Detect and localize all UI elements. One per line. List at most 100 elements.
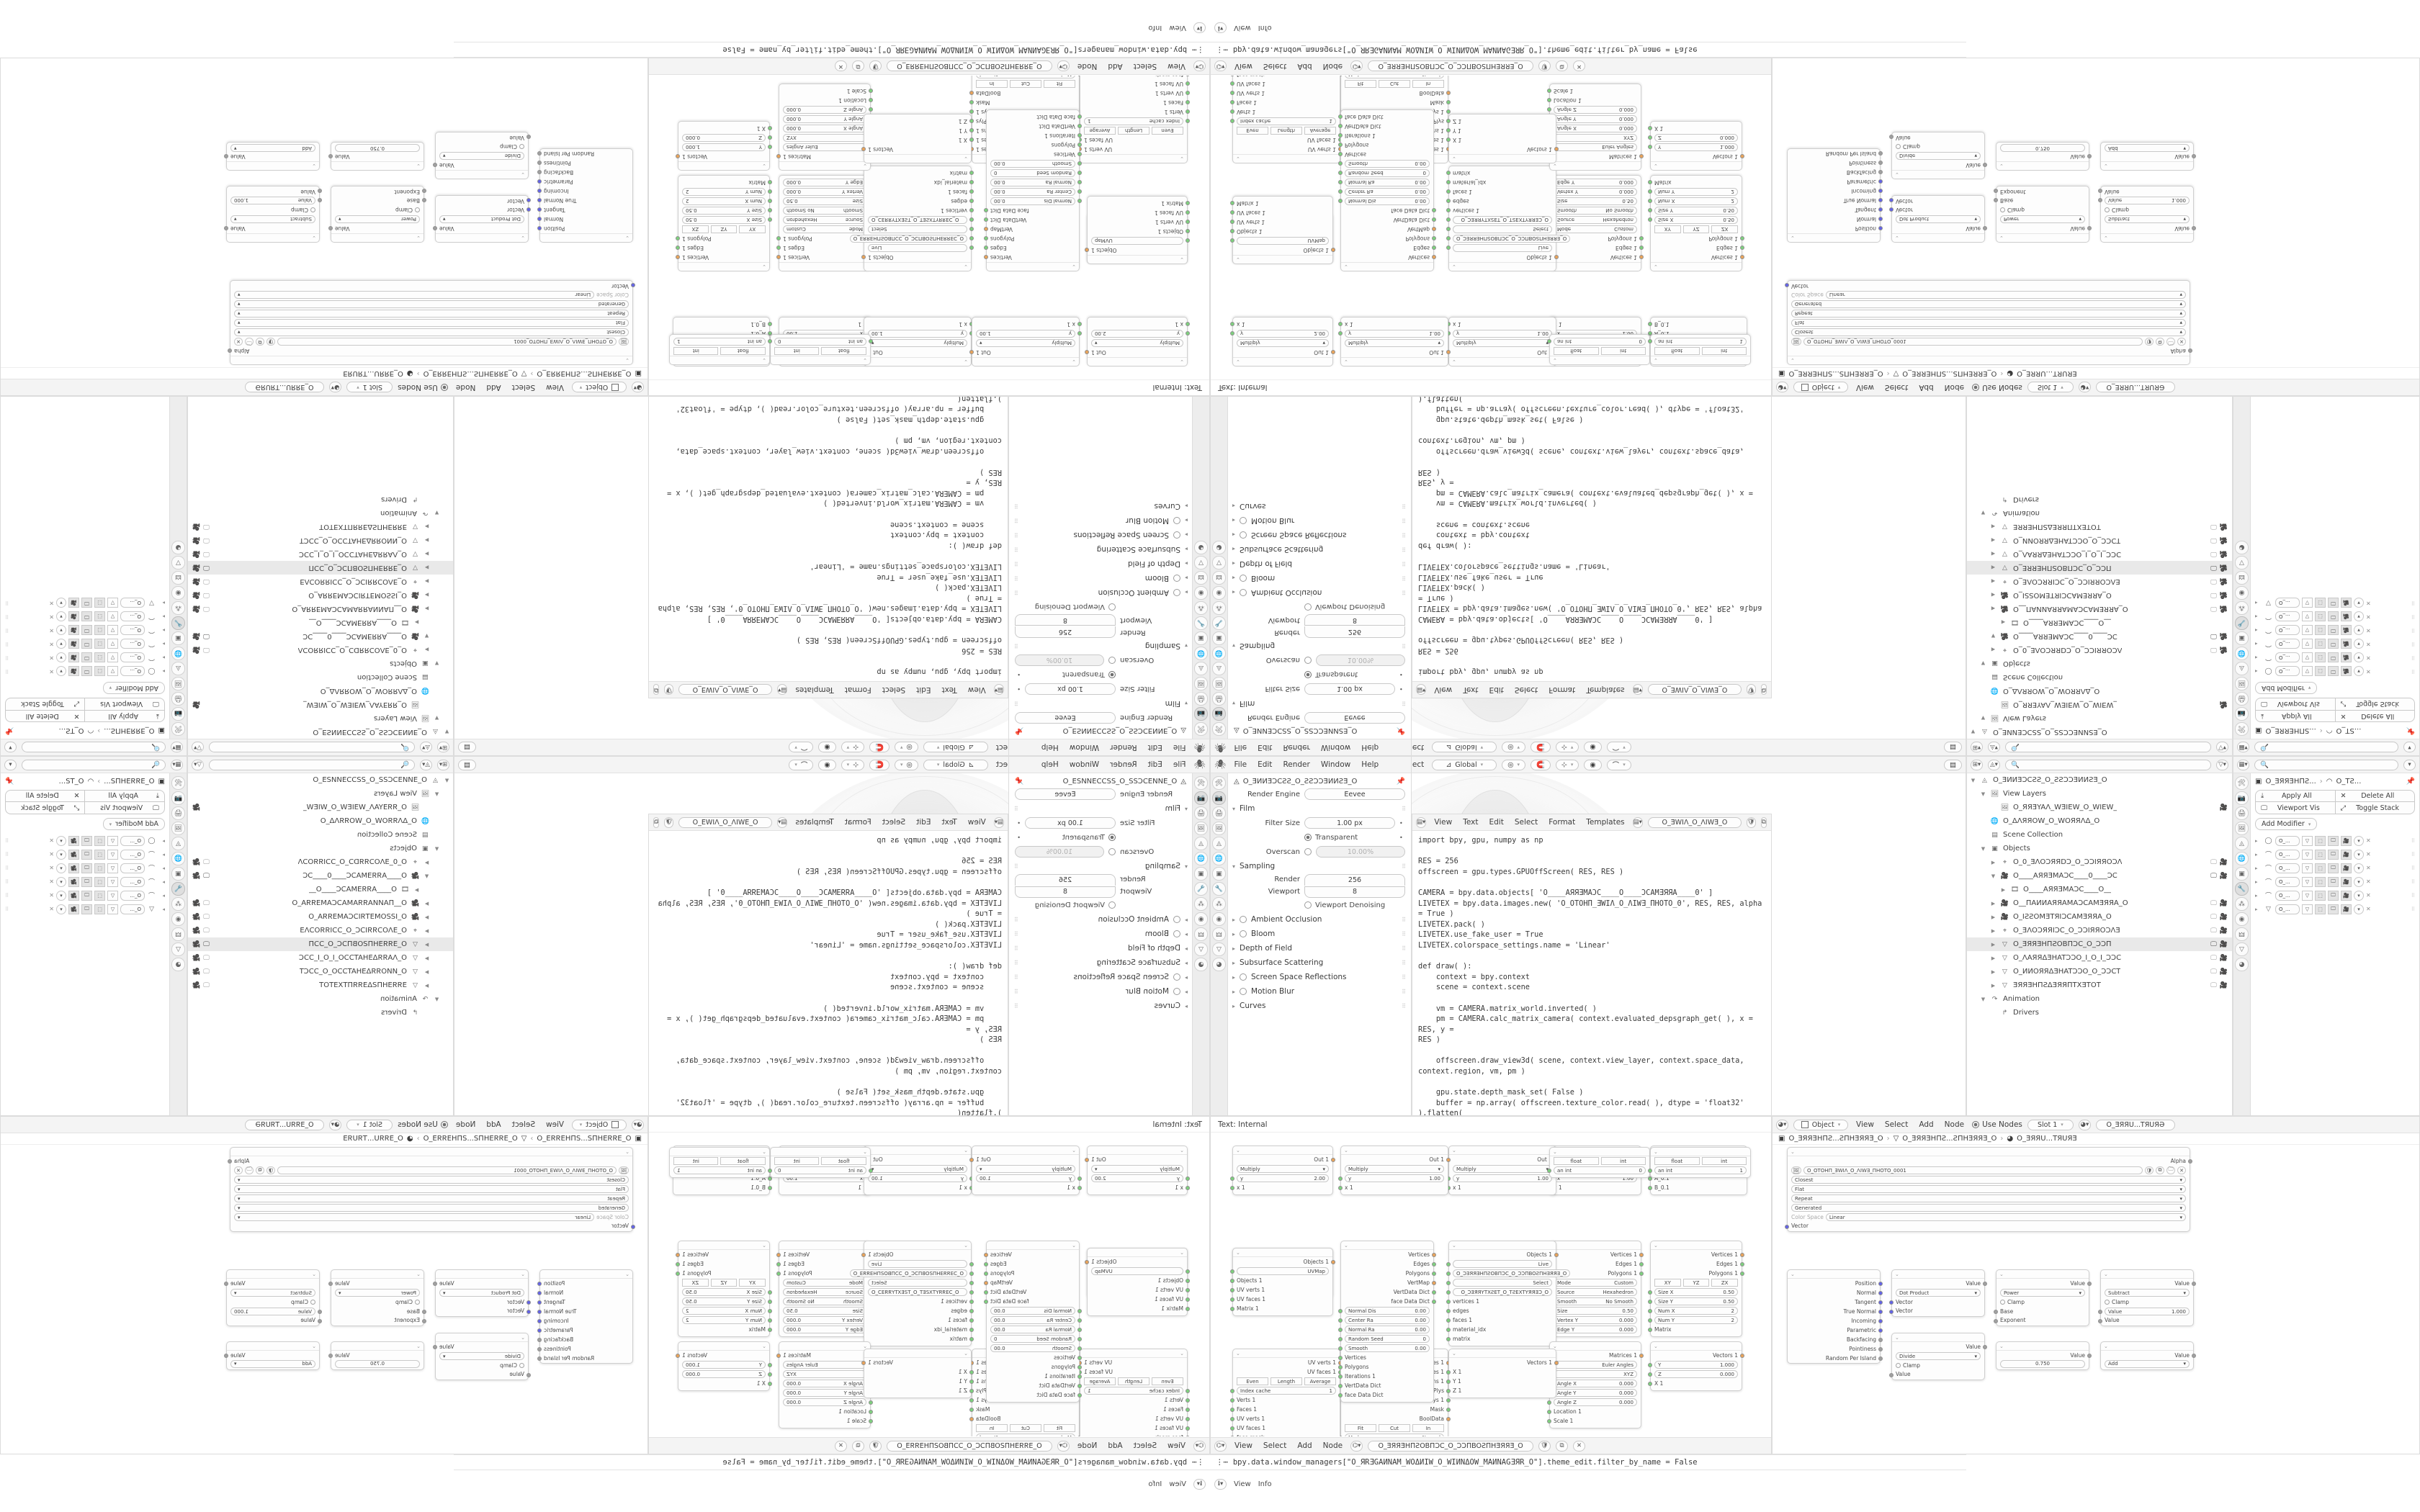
camera-icon[interactable]: 🎥 bbox=[2219, 940, 2228, 948]
node-socket[interactable] bbox=[1077, 1374, 1082, 1379]
edit-mode-toggle[interactable]: ⬚ bbox=[94, 849, 105, 860]
source-field[interactable]: Generated ▾ bbox=[1791, 1204, 2186, 1212]
outliner-row-toggles[interactable]: 🖵 🎥 bbox=[2210, 578, 2232, 585]
node-socket[interactable] bbox=[1446, 1380, 1451, 1384]
node-input-row[interactable]: matrix bbox=[1446, 1334, 1556, 1344]
colorspace-field[interactable]: Linear ▾ bbox=[234, 1213, 595, 1221]
outliner-row[interactable]: ▶ ▽ O_ΛAЯЯΔƎHATƆƆO_I_O_I_ƆƆC 🖵 🎥 bbox=[188, 547, 453, 561]
modifier-stack[interactable]: ▸ ◯ O_... ▽ ⬚ 🖵 🎥 ▾ ✕ ⠿ ▸ ⌒ O_... ▽ ⬚ 🖵 🎥 ▾ ✕ ⠿ ▸ ⌒ O_... ▽ ⬚ 🖵 🎥 ▾… bbox=[5, 834, 165, 916]
node-input-row[interactable]: Iterations 1 bbox=[1338, 1372, 1433, 1381]
node-socket[interactable] bbox=[676, 1253, 680, 1257]
node-field-row[interactable]: y 1.00 bbox=[1446, 329, 1556, 338]
node-output-row[interactable]: Edges bbox=[1341, 1259, 1436, 1269]
node-socket[interactable] bbox=[1338, 189, 1343, 194]
section-screen-space-reflections[interactable]: ▸ Screen Space Reflections ⠿ bbox=[1232, 973, 1407, 981]
info-editor-bar[interactable]: ℹ ▾ View Info bbox=[454, 1476, 1210, 1492]
geo-menu-node[interactable]: Node bbox=[1322, 1441, 1343, 1450]
node-field-row[interactable]: UVMap bbox=[1088, 1266, 1190, 1276]
node-field-row[interactable]: Source Hexahedron bbox=[1547, 215, 1641, 225]
node-collapse-icon[interactable]: ⌄ bbox=[678, 262, 769, 271]
node-input-row[interactable]: Y 1 bbox=[1446, 126, 1556, 135]
math-node-power[interactable]: ⌄ Value Power ▾ Clamp Base Exponent bbox=[328, 186, 426, 243]
tab-data[interactable]: ▽ bbox=[171, 556, 185, 570]
edit-mode-toggle[interactable]: ⬚ bbox=[94, 904, 105, 914]
node-socket[interactable] bbox=[1432, 208, 1436, 212]
geometry-node-editor[interactable]: Text: Internal ⌄Out 1Slots 1A_0.1B_0.1⌄O… bbox=[648, 1116, 1210, 1454]
menu-render[interactable]: Render bbox=[1283, 743, 1310, 752]
node-socket[interactable] bbox=[1230, 1398, 1234, 1403]
shader-menu-view[interactable]: View bbox=[546, 1120, 564, 1129]
geometry-node[interactable]: ⌄ Vertices Edges Polygons VertMap VertData Di… bbox=[984, 1241, 1082, 1403]
node-operation-row[interactable]: Multiply▾ bbox=[1233, 338, 1332, 348]
node-field[interactable]: Index cache 1 bbox=[1237, 1387, 1336, 1395]
geometry-node[interactable]: ⌄ Vectors 1 Y 1.000 Z 0.000 X 1 bbox=[676, 121, 772, 171]
node-field[interactable]: Size X 0.50 bbox=[682, 216, 766, 224]
node-field[interactable]: Size Y 0.50 bbox=[1654, 207, 1738, 215]
screen-icon[interactable]: 🖵 bbox=[203, 981, 210, 989]
value-field[interactable]: 0.750 bbox=[2000, 1359, 2085, 1368]
disclosure-triangle-icon[interactable]: ▼ bbox=[1981, 510, 1986, 516]
geometry-node[interactable]: ⌄ Objects 1 UVMap Objects 1 UV verts 1 UV fac… bbox=[1085, 1248, 1190, 1316]
node-tab[interactable]: float bbox=[821, 1157, 866, 1165]
shader-node-editor[interactable]: ◕ ▾ Object ▾ View Select Add Node Use Nod… bbox=[0, 58, 648, 396]
close-icon[interactable]: ✕ bbox=[2366, 837, 2371, 844]
chevron-right-icon[interactable]: ▸ bbox=[162, 892, 165, 899]
close-icon[interactable]: ✕ bbox=[49, 654, 54, 661]
node-input-row[interactable]: UV verts 1 bbox=[1230, 89, 1340, 98]
node-collapse-icon[interactable]: ⌄ bbox=[2101, 161, 2193, 170]
node-field-row[interactable]: Size X 0.50 bbox=[1648, 1287, 1742, 1297]
outliner-row[interactable]: ▶ ▽ O_ƎЯЯƎHПƧOBПƆC_O_ƆƆП 🖵 🎥 bbox=[188, 561, 453, 575]
camera-icon[interactable]: 🎥 bbox=[192, 564, 201, 572]
overscan-checkbox[interactable] bbox=[1108, 848, 1116, 855]
node-field-row[interactable]: Index cache 1 bbox=[1080, 117, 1190, 126]
drag-handle[interactable]: ⠿ bbox=[5, 613, 9, 620]
on-cage-toggle[interactable]: ▽ bbox=[2302, 625, 2313, 636]
snap-magnet-button[interactable]: 🧲 bbox=[1531, 759, 1551, 770]
ambient-occlusion-checkbox[interactable] bbox=[1240, 589, 1247, 596]
node-tabs-row[interactable]: float int bbox=[771, 346, 870, 356]
outliner-row-toggles[interactable]: 🖵 🎥 bbox=[188, 633, 210, 640]
shader-menu-view[interactable]: View bbox=[1856, 383, 1874, 392]
disclosure-triangle-icon[interactable]: ▼ bbox=[1981, 660, 1986, 667]
node-socket[interactable] bbox=[1077, 189, 1082, 194]
node-field-row[interactable]: Random Seed 0 bbox=[1338, 168, 1433, 178]
geometry-output-row[interactable]: Tangent bbox=[1788, 1297, 1883, 1307]
geometry-output-row[interactable]: Parametric bbox=[1788, 1326, 1883, 1335]
node-socket[interactable] bbox=[1186, 322, 1190, 326]
render-toggle[interactable]: 🎥 bbox=[2341, 666, 2352, 677]
toggle-stack-button[interactable]: ⤢ Toggle Stack bbox=[5, 802, 85, 814]
node-field-row[interactable]: Z 0.000 bbox=[678, 1369, 772, 1379]
node-socket[interactable] bbox=[1554, 1361, 1559, 1365]
properties-search-input[interactable]: 🔍 bbox=[2254, 759, 2398, 770]
menu-file[interactable]: File bbox=[1234, 743, 1247, 752]
node-socket[interactable] bbox=[1077, 199, 1082, 203]
node-operation-row[interactable]: Multiply▾ bbox=[1341, 1164, 1448, 1174]
close-icon[interactable]: ✕ bbox=[49, 851, 54, 858]
modifier-row[interactable]: ▸ ⌒ O_... ▽ ⬚ 🖵 🎥 ▾ ✕ ⠿ bbox=[5, 637, 165, 651]
edit-mode-toggle[interactable]: ⬚ bbox=[2315, 863, 2326, 873]
info-menu-info[interactable]: Info bbox=[1258, 1480, 1272, 1488]
modifier-row[interactable]: ▸ ▽ O_... ▽ ⬚ 🖵 🎥 ▾ ✕ ⠿ bbox=[5, 902, 165, 916]
node-field-row[interactable]: y 1.00 bbox=[1338, 1174, 1448, 1183]
disclosure-triangle-icon[interactable]: ▶ bbox=[424, 551, 429, 557]
camera-icon[interactable]: 🎥 bbox=[2219, 605, 2228, 613]
node-input-row[interactable]: Vertices bbox=[987, 150, 1082, 159]
tab-object[interactable]: ▣ bbox=[171, 867, 185, 881]
section-depth-of-field[interactable]: ▸ Depth of Field ⠿ bbox=[1013, 559, 1188, 568]
tab-constraint[interactable]: 🜲 bbox=[171, 927, 185, 941]
node-output-row[interactable]: Edges 1 bbox=[1651, 243, 1744, 253]
geometry-node[interactable]: ⌄ float int an int 0 bbox=[770, 1147, 873, 1178]
outliner-row[interactable]: ▼ ▣ Objects bbox=[188, 842, 453, 855]
node-collapse-icon[interactable]: ⌄ bbox=[1341, 1241, 1433, 1250]
node-collapse-icon[interactable]: ⌄ bbox=[436, 170, 528, 179]
node-input-row[interactable]: UV faces 1 bbox=[1230, 208, 1332, 217]
node-socket[interactable] bbox=[1878, 161, 1883, 165]
copy-icon[interactable]: ⧉ bbox=[2156, 1166, 2164, 1174]
chevron-down-icon[interactable]: ▾ bbox=[4, 742, 17, 753]
node-field[interactable]: Random Seed 0 bbox=[1345, 1335, 1430, 1343]
node-field[interactable]: Center Ra 0.00 bbox=[990, 188, 1075, 196]
node-output-row[interactable]: VertData Dict bbox=[1341, 1287, 1436, 1297]
